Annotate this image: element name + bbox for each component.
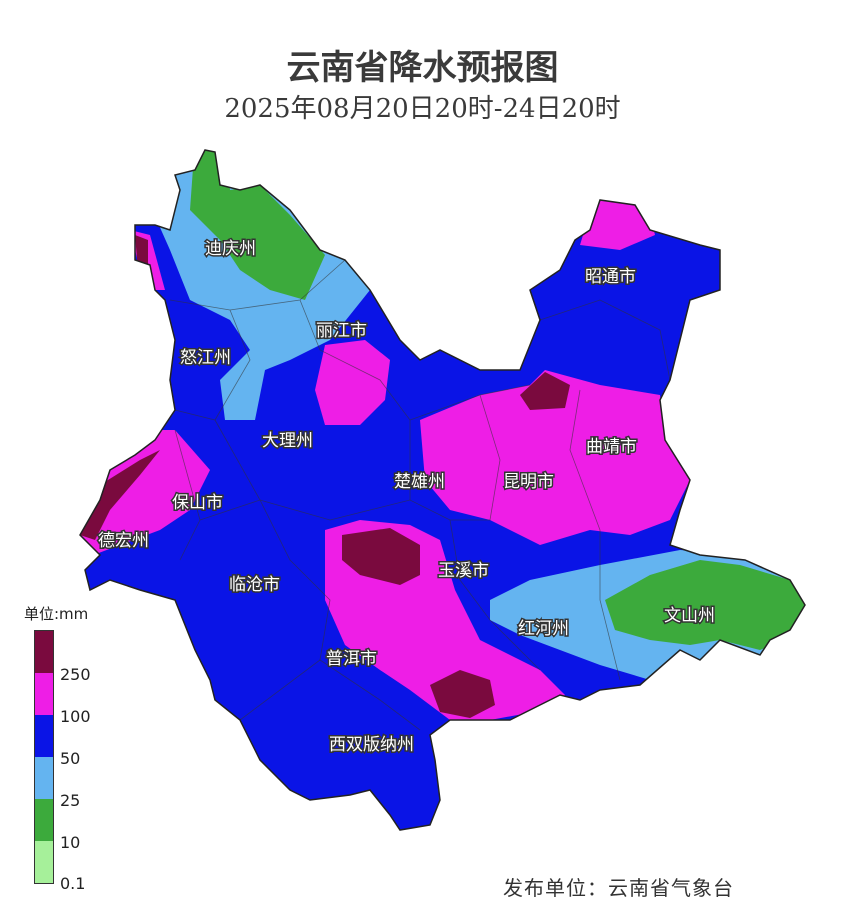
label-honghe: 红河州 <box>518 619 569 639</box>
rain-10-25-wenshan <box>605 560 805 650</box>
label-wenshan: 文山州 <box>664 606 715 626</box>
map-subtitle: 2025年08月20日20时-24日20时 <box>224 94 621 124</box>
label-diqing: 迪庆州 <box>205 239 256 259</box>
legend-tick: 50 <box>60 749 81 768</box>
rain-100-250-zhaotong <box>580 195 655 250</box>
legend-unit: 单位:mm <box>24 605 89 623</box>
legend-swatch-100-250 <box>35 673 53 715</box>
rain-100-250-lijiang <box>315 340 390 425</box>
rain-over-250-puer-north <box>342 528 420 585</box>
legend-swatch-10-25 <box>35 799 53 841</box>
legend-tick: 250 <box>60 665 91 684</box>
legend-tick: 10 <box>60 833 81 852</box>
rain-100-250-kunming-qujing <box>420 370 690 545</box>
map-title: 云南省降水预报图 <box>286 48 559 88</box>
label-dehong: 德宏州 <box>98 531 149 551</box>
rain-over-250-puer-south <box>430 670 495 718</box>
rain-over-250-nw <box>135 235 148 275</box>
legend-swatch-50-100 <box>35 715 53 757</box>
legend-tick: 0.1 <box>60 874 86 893</box>
legend-tick: 25 <box>60 791 81 810</box>
legend-tick: 100 <box>60 707 91 726</box>
label-dali: 大理州 <box>262 431 313 451</box>
label-xishuangbanna: 西双版纳州 <box>329 735 414 755</box>
legend-swatch-over-250 <box>35 631 53 673</box>
label-yuxi: 玉溪市 <box>438 561 489 581</box>
legend-swatch-25-50 <box>35 757 53 799</box>
rain-over-250-dehong <box>80 450 160 540</box>
legend-colorbar <box>34 630 54 884</box>
label-zhaotong: 昭通市 <box>585 267 636 287</box>
rain-over-250-qujing <box>520 372 570 410</box>
label-nujiang: 怒江州 <box>180 348 231 368</box>
label-lijiang: 丽江市 <box>316 321 367 341</box>
region-labels: 迪庆州 昭通市 丽江市 怒江州 大理州 楚雄州 昆明市 曲靖市 保山市 德宏州 … <box>97 238 717 757</box>
publisher-credit: 发布单位：云南省气象台 <box>503 876 734 900</box>
prefecture-boundaries <box>169 259 671 731</box>
label-lincang: 临沧市 <box>229 575 280 595</box>
legend-swatch-0.1-10 <box>35 841 53 883</box>
label-chuxiong: 楚雄州 <box>394 472 445 492</box>
label-kunming: 昆明市 <box>503 472 554 492</box>
label-qujing: 曲靖市 <box>586 437 637 457</box>
label-baoshan: 保山市 <box>172 493 223 513</box>
label-puer: 普洱市 <box>326 649 377 669</box>
